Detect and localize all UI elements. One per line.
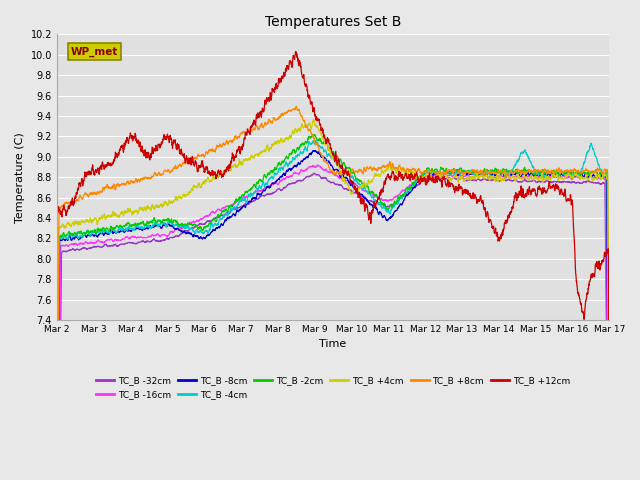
TC_B -2cm	[521, 167, 529, 172]
TC_B -4cm	[521, 147, 529, 153]
TC_B -32cm	[310, 170, 318, 176]
TC_B -8cm	[95, 230, 103, 236]
TC_B +8cm	[95, 189, 103, 194]
TC_B +12cm	[521, 192, 529, 198]
TC_B -8cm	[521, 172, 529, 178]
TC_B -32cm	[114, 243, 122, 249]
TC_B -4cm	[95, 230, 103, 236]
TC_B +8cm	[292, 103, 300, 109]
TC_B -8cm	[129, 226, 137, 232]
TC_B -16cm	[521, 175, 529, 180]
TC_B -8cm	[309, 148, 317, 154]
TC_B +4cm	[310, 117, 317, 122]
Line: TC_B -8cm: TC_B -8cm	[57, 151, 609, 480]
TC_B -8cm	[304, 154, 312, 159]
TC_B -32cm	[304, 173, 312, 179]
TC_B +8cm	[129, 179, 137, 185]
TC_B -4cm	[312, 137, 320, 143]
X-axis label: Time: Time	[319, 339, 347, 349]
TC_B +4cm	[521, 175, 529, 181]
TC_B -4cm	[129, 226, 137, 232]
TC_B +12cm	[292, 48, 300, 54]
TC_B -2cm	[304, 137, 312, 143]
TC_B +4cm	[129, 211, 137, 216]
TC_B +4cm	[304, 122, 312, 128]
TC_B -2cm	[114, 224, 122, 229]
TC_B +4cm	[114, 214, 122, 219]
TC_B -4cm	[304, 145, 312, 151]
TC_B +8cm	[68, 198, 76, 204]
TC_B -32cm	[129, 240, 137, 246]
Legend: TC_B -32cm, TC_B -16cm, TC_B -8cm, TC_B -4cm, TC_B -2cm, TC_B +4cm, TC_B +8cm, T: TC_B -32cm, TC_B -16cm, TC_B -8cm, TC_B …	[92, 373, 574, 403]
TC_B -2cm	[310, 132, 318, 137]
TC_B -32cm	[95, 244, 103, 250]
TC_B -16cm	[114, 238, 122, 243]
TC_B -2cm	[129, 222, 137, 228]
TC_B +8cm	[304, 125, 312, 131]
TC_B -4cm	[114, 228, 122, 234]
TC_B +12cm	[129, 136, 137, 142]
TC_B +12cm	[68, 197, 76, 203]
TC_B +8cm	[114, 182, 122, 188]
Title: Temperatures Set B: Temperatures Set B	[265, 15, 401, 29]
TC_B -8cm	[114, 229, 122, 235]
TC_B -32cm	[521, 177, 529, 182]
TC_B -16cm	[68, 241, 76, 247]
Line: TC_B -16cm: TC_B -16cm	[57, 165, 609, 480]
TC_B +4cm	[95, 215, 103, 221]
TC_B -8cm	[68, 237, 76, 243]
Line: TC_B -4cm: TC_B -4cm	[57, 140, 609, 480]
Line: TC_B -32cm: TC_B -32cm	[57, 173, 609, 480]
TC_B -16cm	[95, 239, 103, 245]
TC_B -16cm	[314, 162, 321, 168]
TC_B -2cm	[68, 231, 76, 237]
Text: WP_met: WP_met	[71, 47, 118, 57]
TC_B -16cm	[129, 234, 137, 240]
Line: TC_B +4cm: TC_B +4cm	[57, 120, 609, 480]
TC_B -32cm	[68, 247, 76, 252]
TC_B +4cm	[68, 221, 76, 227]
TC_B -2cm	[95, 228, 103, 234]
TC_B +8cm	[521, 168, 529, 174]
Line: TC_B -2cm: TC_B -2cm	[57, 134, 609, 480]
TC_B +12cm	[95, 168, 103, 173]
TC_B -4cm	[68, 233, 76, 239]
Line: TC_B +8cm: TC_B +8cm	[57, 106, 609, 480]
Y-axis label: Temperature (C): Temperature (C)	[15, 132, 25, 223]
Line: TC_B +12cm: TC_B +12cm	[57, 51, 609, 480]
TC_B +12cm	[304, 94, 312, 99]
TC_B +12cm	[114, 155, 122, 160]
TC_B -16cm	[304, 166, 312, 172]
